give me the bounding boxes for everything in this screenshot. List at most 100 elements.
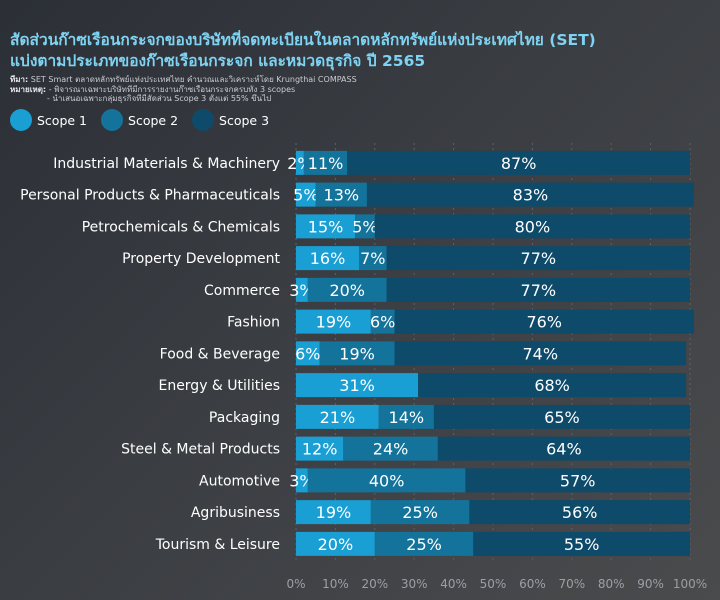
data-label: 24%: [373, 440, 409, 459]
bar-scope-3: [465, 468, 690, 493]
data-label: 7%: [360, 249, 385, 268]
bar-scope-2: [315, 182, 367, 207]
bar-scope-1: [296, 531, 375, 556]
bar-scope-3: [386, 277, 690, 302]
source-text: SET Smart ตลาดหลักทรัพย์แห่งประเทศไทย คำ…: [30, 75, 357, 84]
chart-title-line-2: แบ่งตามประเภทของก๊าซเรือนกระจก และหมวดธุ…: [10, 52, 426, 70]
data-label: 56%: [562, 503, 598, 522]
legend-item-scope-1: Scope 1: [10, 109, 87, 131]
category-label: Energy & Utilities: [158, 378, 280, 394]
bar-scope-3: [366, 182, 694, 207]
category-label: Packaging: [209, 410, 280, 426]
bar-scope-2: [378, 404, 434, 429]
data-label: 64%: [546, 440, 582, 459]
category-label: Automotive: [199, 473, 280, 489]
data-label: 11%: [308, 154, 344, 173]
data-label: 76%: [526, 313, 562, 332]
data-label: 19%: [316, 503, 352, 522]
data-label: 6%: [295, 344, 320, 363]
bar-scope-1: [296, 246, 360, 271]
bar-scope-1: [296, 150, 304, 175]
data-label: 80%: [515, 217, 551, 236]
bar-scope-1: [296, 404, 379, 429]
data-label: 12%: [302, 440, 338, 459]
data-label: 15%: [308, 217, 344, 236]
bar-scope-2: [370, 309, 395, 334]
data-label: 19%: [316, 313, 352, 332]
x-tick-label: 70%: [558, 577, 585, 591]
data-label: 77%: [521, 249, 557, 268]
data-label: 77%: [521, 281, 557, 300]
bar-scope-3: [418, 373, 687, 398]
category-label: Property Development: [122, 251, 280, 267]
bar-scope-2: [359, 246, 387, 271]
bar-scope-2: [355, 214, 375, 239]
category-label: Personal Products & Pharmaceuticals: [20, 188, 280, 204]
data-label: 6%: [370, 313, 395, 332]
data-label: 65%: [544, 408, 580, 427]
bar-scope-1: [296, 214, 356, 239]
x-tick-label: 20%: [361, 577, 388, 591]
data-label: 21%: [320, 408, 356, 427]
bar-scope-1: [296, 436, 344, 461]
data-label: 57%: [560, 471, 596, 490]
remark-line-1: - พิจารณาเฉพาะบริษัทที่มีการรายงานก๊าซเร…: [48, 84, 296, 94]
bar-scope-2: [303, 150, 348, 175]
remark-label: หมายเหตุ:: [10, 84, 47, 94]
x-tick-label: 60%: [519, 577, 546, 591]
data-label: 87%: [501, 154, 537, 173]
bar-scope-3: [347, 150, 690, 175]
chart-notes: ที่มา: SET Smart ตลาดหลักทรัพย์แห่งประเท…: [10, 75, 710, 104]
x-tick-label: 90%: [637, 577, 664, 591]
legend-label-scope-1: Scope 1: [37, 112, 88, 128]
data-label: 74%: [522, 344, 558, 363]
category-label: Fashion: [227, 315, 280, 331]
bar-scope-1: [296, 309, 371, 334]
x-tick-label: 100%: [673, 577, 707, 591]
bar-scope-1: [296, 182, 316, 207]
legend-label-scope-3: Scope 3: [219, 112, 270, 128]
source-note: ที่มา: SET Smart ตลาดหลักทรัพย์แห่งประเท…: [10, 75, 710, 85]
x-tick-label: 40%: [440, 577, 467, 591]
bar-scope-2: [343, 436, 438, 461]
bar-scope-1: [296, 468, 308, 493]
data-label: 83%: [513, 186, 549, 205]
source-label: ที่มา:: [10, 75, 29, 84]
bar-scope-2: [319, 341, 395, 366]
category-label: Food & Beverage: [160, 346, 280, 362]
data-label: 31%: [339, 376, 375, 395]
category-label: Industrial Materials & Machinery: [53, 156, 280, 172]
bar-scope-2: [307, 468, 466, 493]
legend-swatch-scope-3: [192, 109, 215, 131]
data-label: 5%: [293, 186, 318, 205]
bar-scope-3: [437, 436, 690, 461]
chart-title: สัดส่วนก๊าซเรือนกระจกของบริษัทที่จดทะเบี…: [10, 30, 710, 72]
data-label: 40%: [369, 471, 405, 490]
x-tick-label: 30%: [401, 577, 428, 591]
category-label: Agribusiness: [191, 505, 280, 521]
x-tick-label: 50%: [480, 577, 507, 591]
data-label: 5%: [352, 217, 377, 236]
bar-scope-3: [469, 500, 690, 525]
bar-scope-1: [296, 341, 320, 366]
data-label: 25%: [402, 503, 438, 522]
remark-note-2: - นำเสนอเฉพาะกลุ่มธุรกิจที่มีสัดส่วน Sco…: [10, 94, 710, 104]
bar-scope-1: [296, 277, 308, 302]
bar-scope-3: [394, 341, 687, 366]
data-label: 14%: [389, 408, 425, 427]
legend-swatch-scope-1: [10, 109, 32, 131]
data-label: 55%: [564, 535, 600, 554]
category-label: Commerce: [204, 283, 280, 299]
x-tick-label: 10%: [322, 577, 349, 591]
legend-item-scope-2: Scope 2: [101, 109, 178, 131]
remark-line-2: - นำเสนอเฉพาะกลุ่มธุรกิจที่มีสัดส่วน Sco…: [47, 94, 272, 103]
chart-legend: Scope 1 Scope 2 Scope 3: [10, 109, 269, 131]
category-label: Steel & Metal Products: [121, 442, 280, 458]
bar-scope-3: [386, 246, 690, 271]
data-label: 20%: [329, 281, 365, 300]
bar-scope-1: [296, 373, 419, 398]
chart-title-line-1: สัดส่วนก๊าซเรือนกระจกของบริษัทที่จดทะเบี…: [10, 31, 596, 49]
bar-scope-3: [374, 214, 690, 239]
data-label: 68%: [534, 376, 570, 395]
